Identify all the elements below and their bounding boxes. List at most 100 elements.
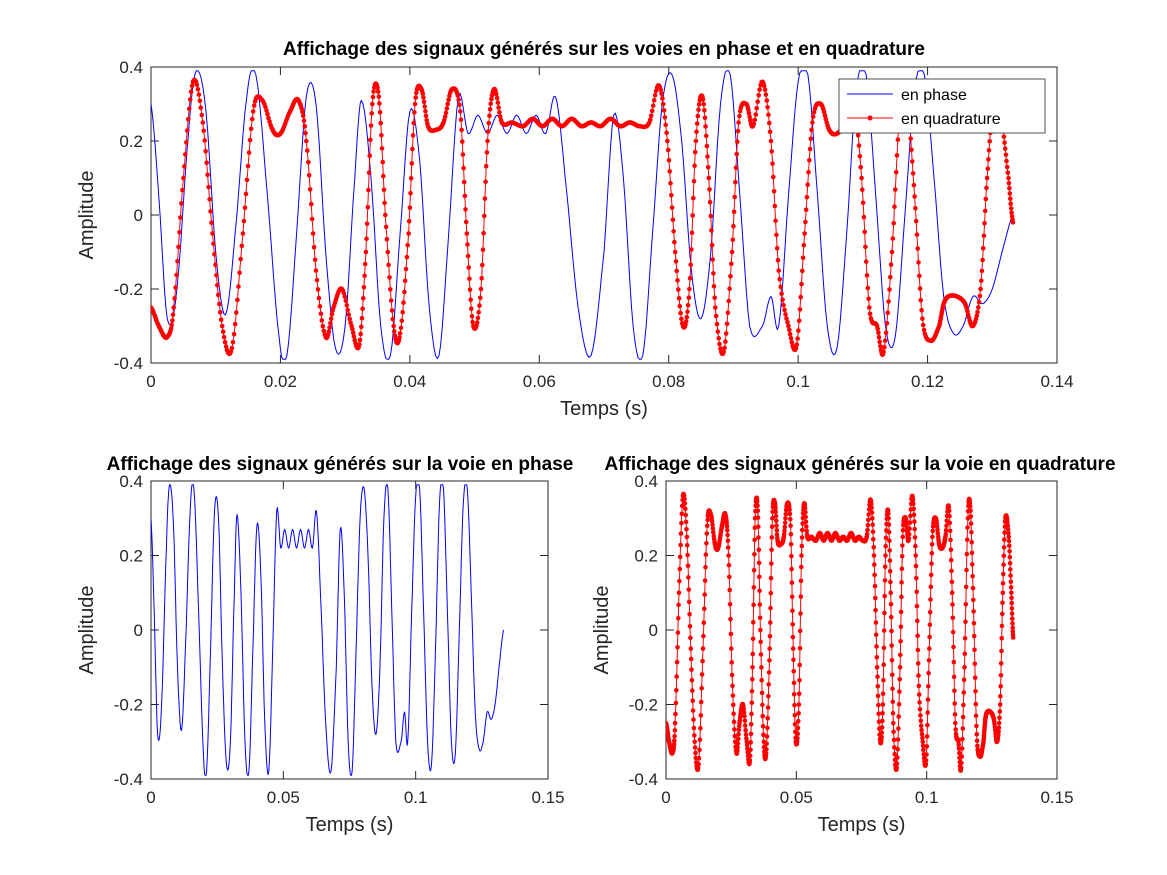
data-point <box>424 117 430 123</box>
data-point <box>919 731 925 737</box>
data-point <box>890 686 895 692</box>
data-point <box>897 689 902 694</box>
data-point <box>742 723 748 728</box>
data-point <box>889 658 895 663</box>
data-point <box>881 645 887 651</box>
data-point <box>184 140 189 145</box>
data-point <box>694 121 700 126</box>
data-point <box>768 590 774 596</box>
data-point <box>495 100 501 105</box>
data-point <box>1000 581 1006 586</box>
data-point <box>985 166 991 171</box>
data-point <box>1007 554 1013 560</box>
data-point <box>406 231 411 236</box>
data-point <box>1008 573 1013 578</box>
data-point <box>248 126 254 132</box>
data-point <box>688 635 693 641</box>
data-point <box>765 725 770 731</box>
data-point <box>232 321 238 327</box>
data-point <box>371 89 376 94</box>
data-point <box>690 688 695 693</box>
data-point <box>911 182 917 188</box>
data-point <box>918 718 924 724</box>
data-point <box>913 563 919 569</box>
data-point <box>928 597 933 602</box>
data-point <box>346 312 352 317</box>
data-point <box>249 116 255 122</box>
data-point <box>458 109 463 114</box>
data-point <box>787 507 792 513</box>
data-point <box>705 517 710 523</box>
data-point <box>974 723 979 729</box>
data-point <box>478 286 484 292</box>
data-point <box>710 522 715 527</box>
data-point <box>222 339 228 345</box>
data-point <box>237 270 242 276</box>
data-point <box>402 289 407 295</box>
data-point <box>695 113 701 119</box>
data-point <box>911 506 916 512</box>
data-point <box>1006 530 1011 536</box>
data-point <box>684 314 690 320</box>
data-point <box>669 193 674 198</box>
data-point <box>1007 191 1013 196</box>
data-point <box>405 242 411 248</box>
data-point <box>803 519 809 525</box>
data-point <box>667 169 672 174</box>
data-point <box>195 86 201 92</box>
data-point <box>798 294 803 300</box>
data-point <box>717 341 722 347</box>
data-point <box>366 170 372 175</box>
data-point <box>808 136 814 142</box>
data-point <box>770 516 775 521</box>
data-point <box>776 268 781 273</box>
data-point <box>760 713 765 719</box>
data-point <box>787 327 792 333</box>
data-point <box>208 209 213 214</box>
data-point <box>480 262 485 268</box>
data-point <box>678 542 683 548</box>
data-point <box>728 273 733 279</box>
data-point <box>476 310 482 315</box>
data-point <box>361 285 367 290</box>
data-point <box>676 616 681 621</box>
data-point <box>328 316 334 321</box>
data-point <box>198 105 204 110</box>
data-point <box>379 146 385 151</box>
data-point <box>899 594 904 600</box>
data-point <box>998 661 1004 666</box>
data-point <box>766 682 771 687</box>
data-point <box>701 101 706 107</box>
data-point <box>218 317 224 323</box>
data-point <box>899 580 904 585</box>
data-point <box>872 583 878 589</box>
data-point <box>342 294 348 299</box>
data-point <box>913 206 918 211</box>
data-point <box>388 298 394 303</box>
data-point <box>789 580 795 585</box>
data-point <box>686 599 692 605</box>
data-point <box>859 175 864 181</box>
data-point <box>729 646 734 651</box>
data-point <box>752 537 757 543</box>
data-point <box>383 212 388 218</box>
data-point <box>887 558 893 563</box>
data-point <box>732 733 738 739</box>
data-point <box>769 561 774 566</box>
data-point <box>188 89 194 94</box>
data-point <box>726 553 731 558</box>
data-point <box>459 127 464 133</box>
data-point <box>974 313 980 319</box>
data-point <box>737 113 742 119</box>
data-point <box>791 657 796 662</box>
data-point <box>246 150 252 155</box>
data-point <box>300 109 305 115</box>
data-point <box>998 673 1004 678</box>
data-point <box>725 545 731 550</box>
data-point <box>886 529 892 535</box>
data-point <box>344 302 350 308</box>
data-point <box>925 697 931 702</box>
data-point <box>682 501 688 506</box>
data-point <box>974 738 980 744</box>
